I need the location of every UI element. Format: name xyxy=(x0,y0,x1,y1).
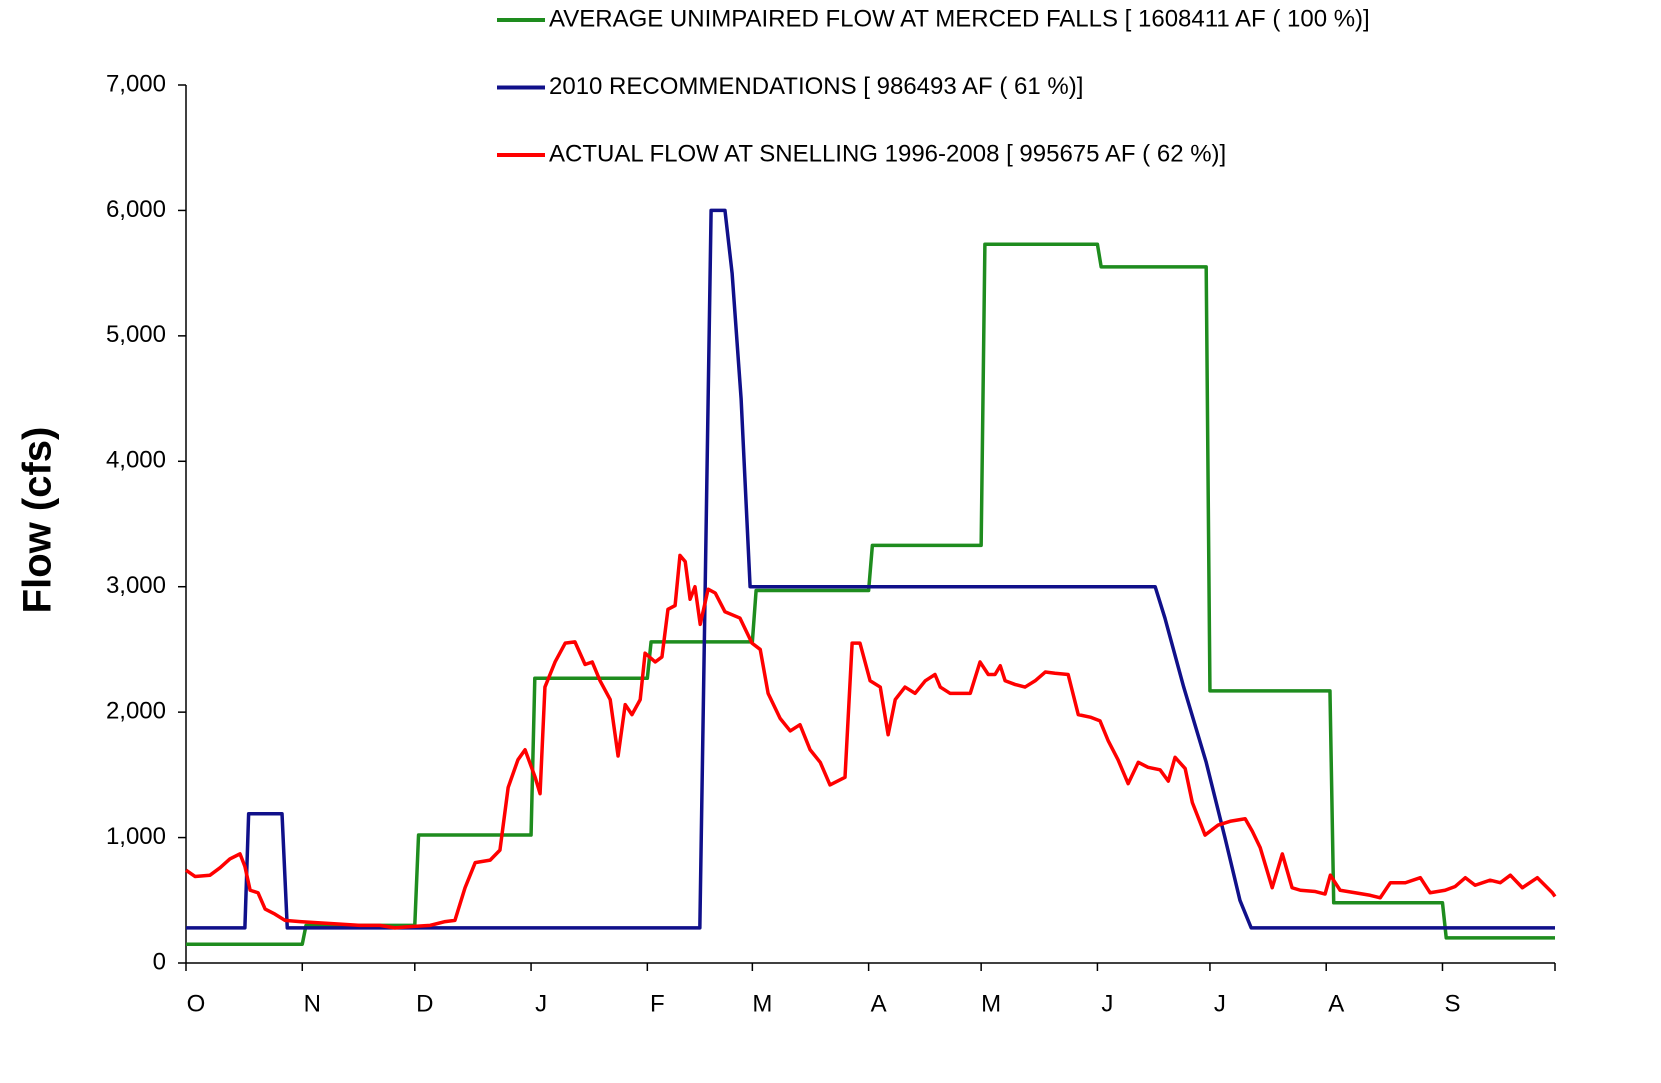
y-tick-label: 3,000 xyxy=(106,572,166,599)
x-tick-label: D xyxy=(416,990,433,1017)
x-tick-label: A xyxy=(1328,990,1344,1017)
series-line xyxy=(186,242,1555,946)
y-tick-label: 6,000 xyxy=(106,196,166,223)
series-line xyxy=(184,553,1557,930)
y-tick-label: 0 xyxy=(153,948,166,975)
y-tick-label: 7,000 xyxy=(106,70,166,97)
x-tick-label: J xyxy=(535,990,547,1017)
y-tick-label: 5,000 xyxy=(106,321,166,348)
x-tick-label: A xyxy=(871,990,887,1017)
x-tick-label: M xyxy=(752,990,772,1017)
x-tick-label: J xyxy=(1214,990,1226,1017)
y-tick-label: 2,000 xyxy=(106,697,166,724)
x-tick-label: N xyxy=(304,990,321,1017)
legend-label: AVERAGE UNIMPAIRED FLOW AT MERCED FALLS … xyxy=(549,5,1370,32)
y-axis-label: Flow (cfs) xyxy=(16,427,60,614)
x-tick-label: O xyxy=(187,990,206,1017)
x-tick-label: S xyxy=(1444,990,1460,1017)
series-line xyxy=(186,208,1555,930)
x-tick-label: F xyxy=(650,990,665,1017)
x-tick-label: J xyxy=(1101,990,1113,1017)
y-tick-label: 1,000 xyxy=(106,823,166,850)
legend-label: 2010 RECOMMENDATIONS [ 986493 AF ( 61 %)… xyxy=(549,73,1083,100)
x-tick-label: M xyxy=(981,990,1001,1017)
y-tick-label: 4,000 xyxy=(106,447,166,474)
legend-label: ACTUAL FLOW AT SNELLING 1996-2008 [ 9956… xyxy=(549,140,1226,167)
